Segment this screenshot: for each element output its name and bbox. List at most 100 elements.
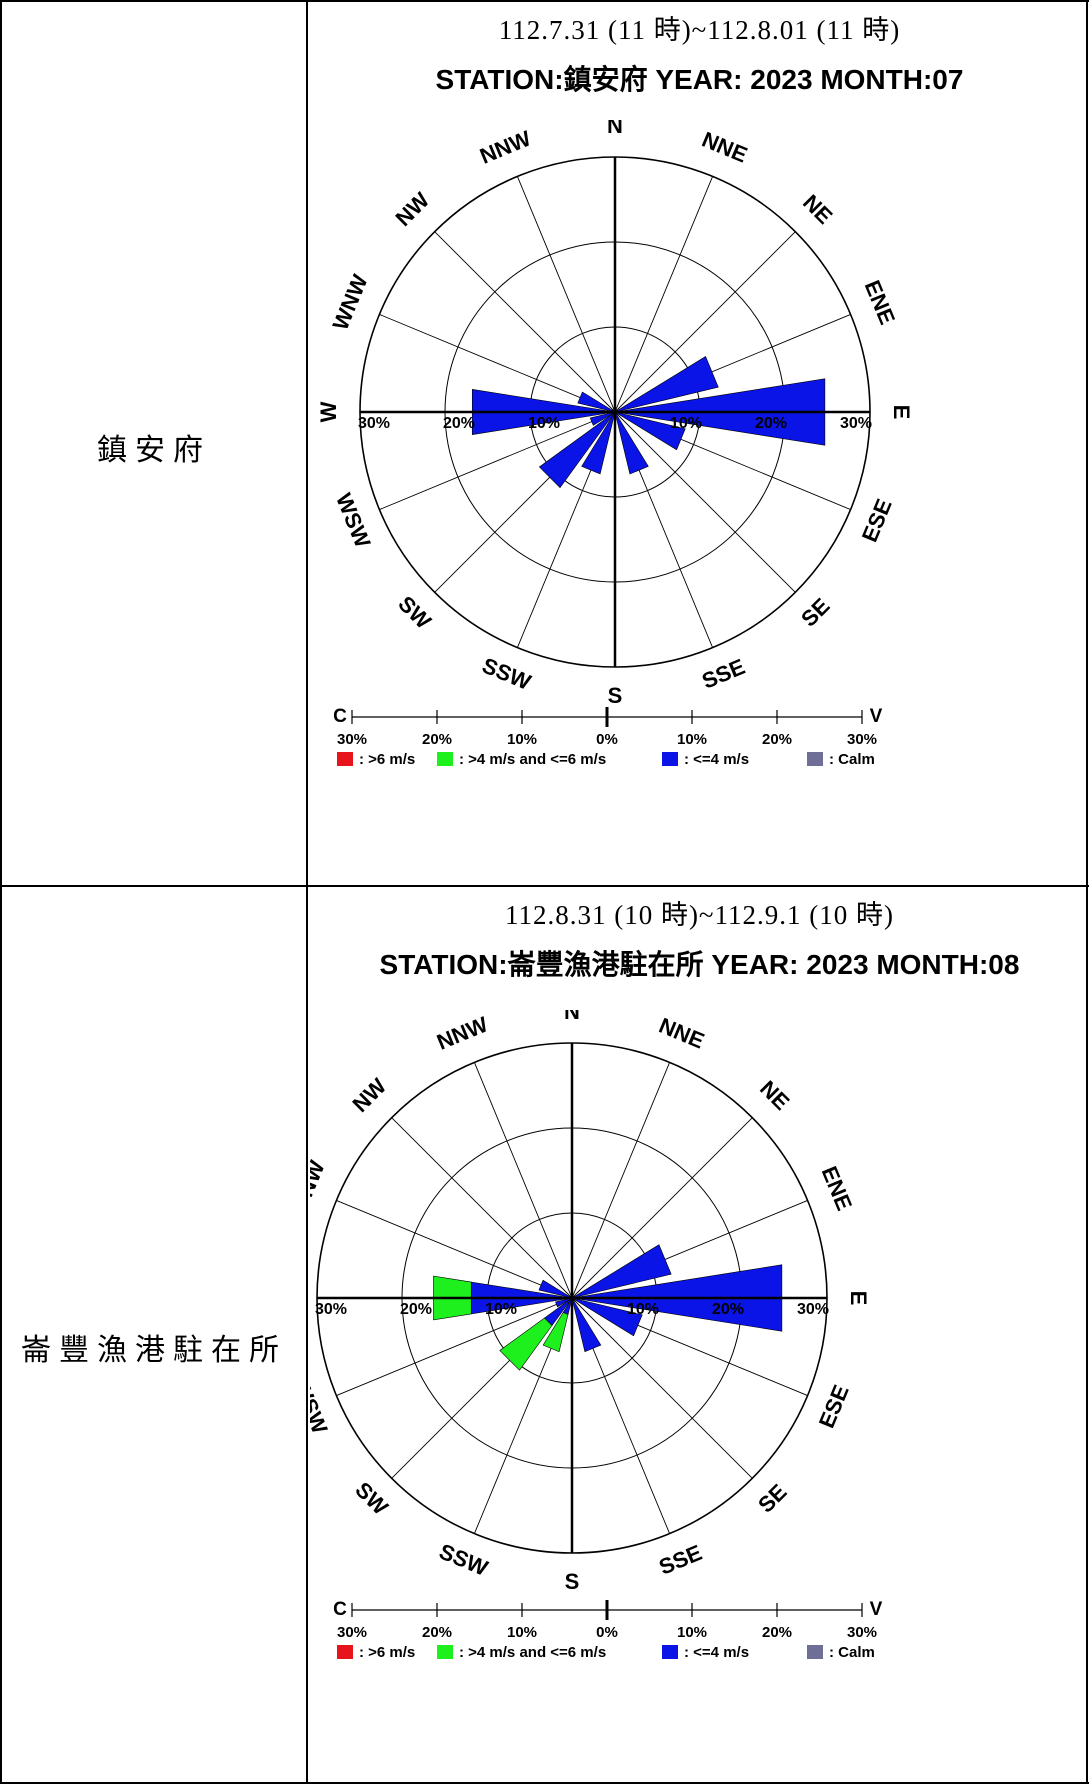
station-label-1: 鎮安府 — [97, 433, 211, 468]
legend-label-3: : Calm — [829, 751, 875, 768]
windrose-chart-2: 10% 10% 20% 20% 30% 30% N NNE NE ENE E ESE SE SSE S SSW… — [310, 1010, 883, 1661]
petal-WNW-s2 — [577, 391, 616, 413]
scale-tick-label-0: 30% — [337, 1624, 367, 1641]
scale-tick-label-5: 20% — [762, 1624, 792, 1641]
direction-label-WNW: WNW — [328, 271, 373, 334]
direction-label-SE: SE — [796, 593, 834, 631]
petal-WSW-s2 — [555, 1297, 573, 1308]
direction-label-NNW: NNW — [476, 125, 534, 168]
table-row-divider — [0, 885, 1089, 887]
petal-ENE-s2 — [571, 1244, 672, 1299]
ring-label-left-3: 30% — [358, 415, 390, 432]
legend-label-1: : >4 m/s and <=6 m/s — [459, 1644, 606, 1661]
petal-WNW-s2 — [538, 1279, 573, 1299]
scale-tick-label-4: 10% — [677, 1624, 707, 1641]
spoke-NNE — [614, 176, 714, 413]
table-border-right — [1086, 0, 1088, 1784]
petal-SW-s2 — [538, 411, 616, 489]
petal-SSW-s1 — [542, 1312, 569, 1353]
direction-label-NNE: NNE — [655, 1013, 707, 1054]
petal-ENE-s2 — [614, 356, 719, 413]
scale-tick-label-1: 20% — [422, 1624, 452, 1641]
petal-ESE-s2 — [571, 1297, 643, 1337]
scale-tick-label-1: 20% — [422, 731, 452, 748]
ring-label-left-3: 30% — [315, 1301, 347, 1318]
spoke-NE — [571, 1117, 753, 1299]
legend-label-2: : <=4 m/s — [684, 1644, 749, 1661]
scale-tick-label-5: 20% — [762, 731, 792, 748]
station-label-2: 崙豐漁港駐在所 — [21, 1333, 287, 1368]
direction-label-N: N — [607, 120, 623, 138]
legend-swatch-3 — [807, 752, 823, 766]
legend-label-2: : <=4 m/s — [684, 751, 749, 768]
legend-label-1: : >4 m/s and <=6 m/s — [459, 751, 606, 768]
spoke-NE — [614, 231, 796, 413]
spoke-NW — [434, 231, 616, 413]
ring-label-right-1: 10% — [627, 1301, 659, 1318]
direction-label-ESE: ESE — [857, 495, 897, 545]
ring-label-left-1: 10% — [485, 1301, 517, 1318]
scale-tick-label-3: 0% — [596, 731, 618, 748]
scale-tick-label-4: 10% — [677, 731, 707, 748]
period-label-1: 112.7.31 (11 時)~112.8.01 (11 時) — [498, 15, 901, 45]
chart-title-2: STATION:崙豐漁港駐在所 YEAR: 2023 MONTH:08 — [379, 949, 1020, 980]
direction-label-S: S — [565, 1569, 580, 1594]
petal-SSE-s2 — [614, 411, 649, 475]
ring-label-left-1: 10% — [528, 415, 560, 432]
direction-label-SE: SE — [753, 1479, 791, 1517]
legend-swatch-2 — [662, 1645, 678, 1659]
ring-label-right-3: 30% — [840, 415, 872, 432]
scale-left-label: C — [333, 706, 347, 727]
direction-label-SW: SW — [393, 591, 436, 634]
petal-ESE-s2 — [614, 411, 686, 451]
spoke-WNW — [379, 313, 616, 413]
direction-label-NNW: NNW — [433, 1011, 491, 1054]
petal-SSW-s2 — [581, 411, 616, 475]
spoke-NNW — [516, 176, 616, 413]
petal-SW-s1 — [499, 1317, 553, 1371]
spoke-WSW — [379, 411, 616, 511]
scale-left-label: C — [333, 1599, 347, 1620]
direction-label-SW: SW — [350, 1477, 393, 1520]
direction-label-SSW: SSW — [436, 1539, 492, 1581]
direction-label-NNE: NNE — [698, 127, 750, 168]
spoke-NW — [391, 1117, 573, 1299]
scale-tick-label-6: 30% — [847, 1624, 877, 1641]
legend-swatch-3 — [807, 1645, 823, 1659]
direction-label-SSW: SSW — [479, 653, 535, 695]
direction-label-WSW: WSW — [331, 490, 376, 552]
scale-tick-label-6: 30% — [847, 731, 877, 748]
ring-label-right-2: 20% — [712, 1301, 744, 1318]
scale-tick-label-3: 0% — [596, 1624, 618, 1641]
chart-title-1: STATION:鎮安府 YEAR: 2023 MONTH:07 — [435, 64, 964, 95]
legend-label-0: : >6 m/s — [359, 751, 415, 768]
direction-label-SSE: SSE — [655, 1540, 705, 1580]
direction-label-ENE: ENE — [860, 277, 900, 328]
legend-swatch-2 — [662, 752, 678, 766]
spoke-NNW — [473, 1062, 573, 1299]
windrose-chart-1: 10% 10% 20% 20% 30% 30% N NNE NE ENE E ESE SE SSE S SSW… — [316, 120, 914, 768]
direction-label-WSW: WSW — [310, 1376, 333, 1438]
direction-label-ENE: ENE — [817, 1163, 857, 1214]
direction-label-E: E — [889, 405, 914, 420]
petal-SSE-s2 — [571, 1297, 602, 1353]
direction-label-NE: NE — [755, 1076, 794, 1115]
period-label-2: 112.8.31 (10 時)~112.9.1 (10 時) — [504, 900, 895, 930]
direction-label-NE: NE — [798, 190, 837, 229]
ring-label-left-2: 20% — [400, 1301, 432, 1318]
spoke-SE — [571, 1297, 753, 1479]
spoke-SE — [614, 411, 796, 593]
spoke-WNW — [336, 1199, 573, 1299]
legend-swatch-1 — [437, 1645, 453, 1659]
scale-tick-label-0: 30% — [337, 731, 367, 748]
legend-swatch-0 — [337, 752, 353, 766]
direction-label-E: E — [846, 1291, 871, 1306]
legend-label-3: : Calm — [829, 1644, 875, 1661]
direction-label-N: N — [564, 1010, 580, 1024]
legend-label-0: : >6 m/s — [359, 1644, 415, 1661]
direction-label-S: S — [608, 683, 623, 708]
direction-label-W: W — [316, 401, 341, 422]
ring-label-right-1: 10% — [670, 415, 702, 432]
legend-swatch-1 — [437, 752, 453, 766]
